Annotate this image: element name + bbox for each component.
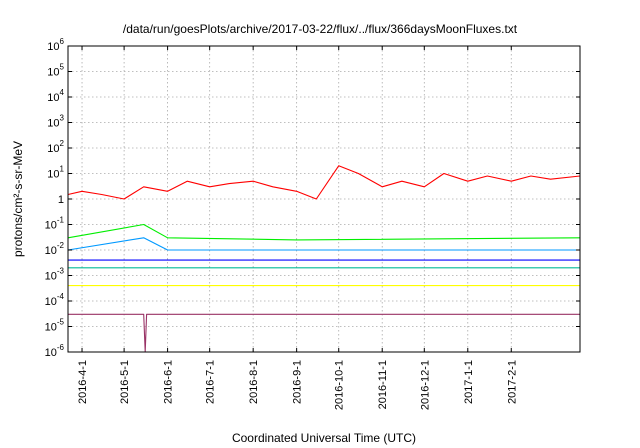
y-tick-label: 10-5 — [45, 318, 65, 334]
y-tick-label: 10-4 — [45, 292, 65, 308]
x-tick-label: 2016-11-1 — [377, 360, 389, 409]
x-tick-label: 2017-1-1 — [463, 360, 475, 404]
x-tick-label: 2016-6-1 — [163, 360, 175, 404]
series-line — [67, 223, 581, 241]
y-tick-label: 103 — [47, 114, 64, 130]
series-group — [67, 165, 581, 353]
series-line — [67, 165, 581, 200]
x-tick-label: 2016-4-1 — [77, 360, 89, 404]
x-tick-label: 2017-2-1 — [506, 360, 518, 404]
x-tick-label: 2016-9-1 — [292, 360, 304, 404]
y-tick-label: 102 — [47, 139, 64, 155]
y-tick-label: 10-3 — [45, 267, 65, 283]
x-axis-label: Coordinated Universal Time (UTC) — [232, 431, 416, 445]
x-tick-label: 2016-7-1 — [205, 360, 217, 404]
y-tick-label: 10-6 — [45, 343, 65, 359]
x-tick-label: 2016-5-1 — [119, 360, 131, 404]
y-tick-label: 101 — [47, 165, 64, 181]
y-tick-label: 104 — [47, 88, 64, 104]
y-tick-label: 10-1 — [45, 216, 65, 232]
y-tick-label: 10-2 — [45, 241, 65, 257]
y-axis-label: protons/cm²-s-sr-MeV — [11, 141, 25, 257]
grid — [68, 46, 580, 352]
x-tick-label: 2016-8-1 — [248, 360, 260, 404]
y-axis: 10-6 10-5 10-4 10-3 10-2 10-1 1 101 102 103 104 105… — [45, 37, 580, 359]
x-tick-label: 2016-12-1 — [419, 360, 431, 410]
x-tick-label: 2016-10-1 — [334, 360, 346, 410]
y-tick-label: 105 — [47, 63, 64, 79]
chart-title: /data/run/goesPlots/archive/2017-03-22/f… — [123, 22, 518, 36]
y-tick-label: 1 — [58, 194, 64, 206]
x-axis: 2016-4-1 2016-5-1 2016-6-1 2016-7-1 2016-8-1… — [77, 46, 518, 410]
series-line — [67, 237, 580, 251]
y-tick-label: 106 — [47, 37, 64, 53]
series-line — [68, 313, 580, 353]
